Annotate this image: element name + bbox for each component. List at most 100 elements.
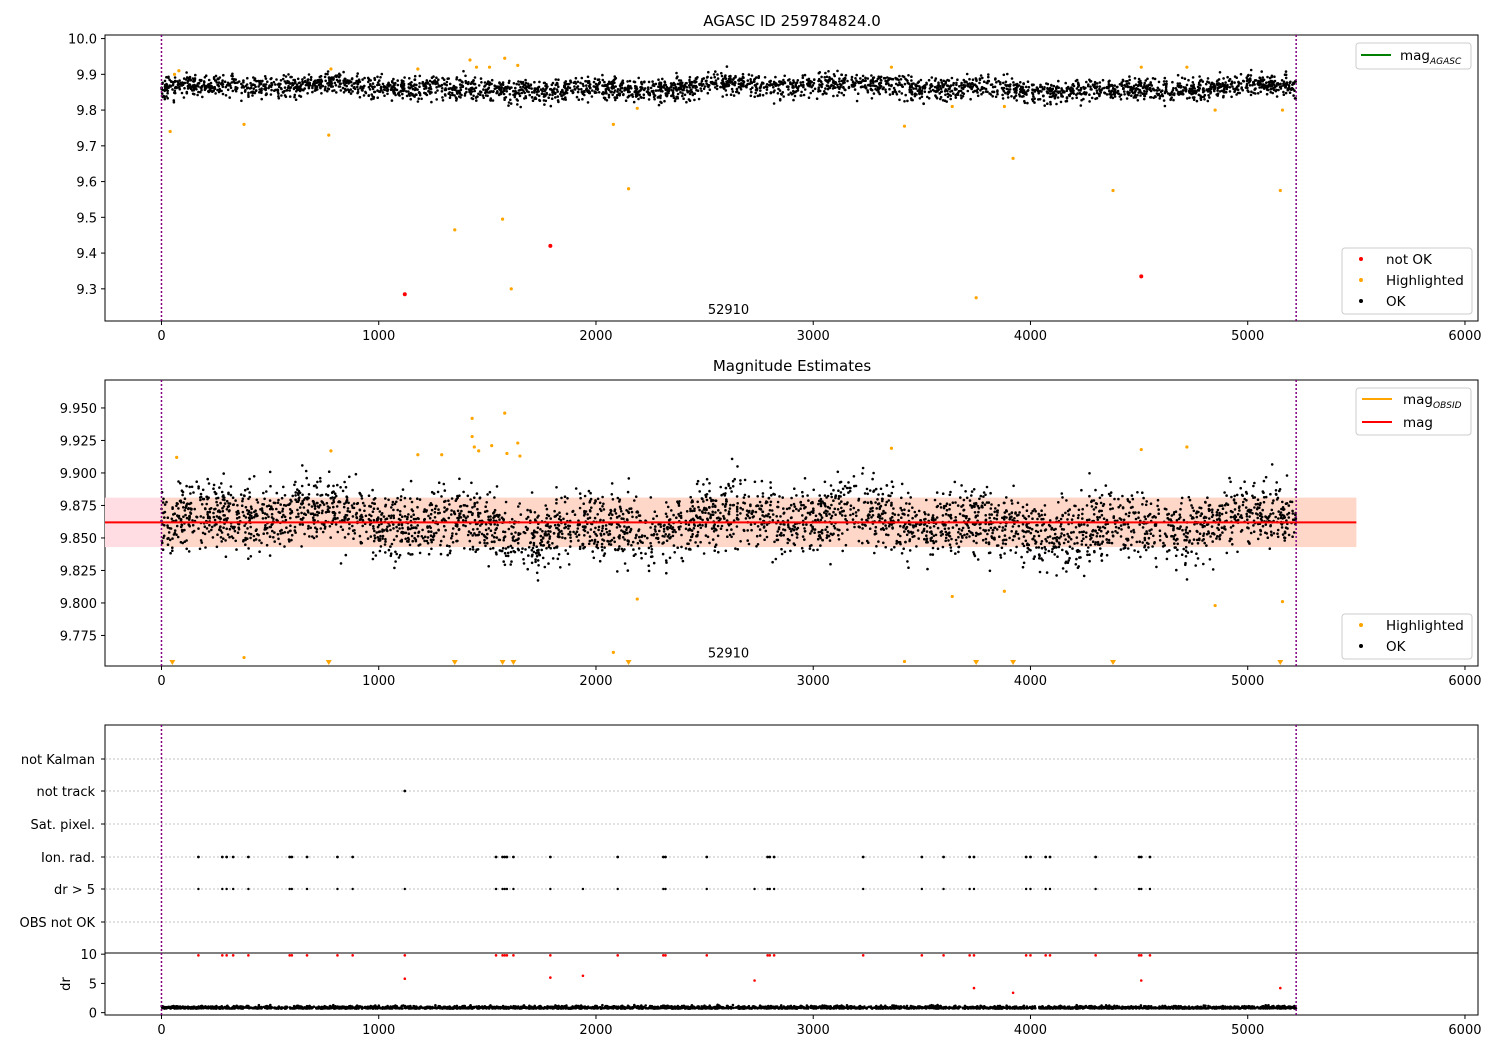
- ok-point: [413, 78, 417, 82]
- ok-point: [528, 93, 531, 97]
- ok-point: [1143, 81, 1146, 85]
- ok-point: [1221, 504, 1224, 507]
- ok-point: [900, 516, 903, 519]
- ok-point: [792, 98, 795, 102]
- ok-point: [960, 96, 963, 100]
- ok-point: [795, 536, 799, 539]
- ok-point: [931, 546, 935, 550]
- ok-point: [1211, 82, 1214, 86]
- ok-point: [599, 518, 602, 522]
- ok-point: [868, 489, 872, 492]
- ok-point: [1002, 86, 1006, 90]
- ok-point: [1067, 513, 1070, 516]
- ok-point: [1274, 489, 1278, 492]
- ok-point: [972, 488, 976, 491]
- ok-point: [861, 74, 865, 78]
- ok-point: [353, 85, 356, 89]
- ok-point: [840, 506, 843, 510]
- ok-point: [338, 511, 341, 514]
- ok-point: [327, 81, 331, 84]
- ok-point: [708, 505, 711, 509]
- ok-point: [601, 495, 604, 499]
- ok-point: [834, 513, 837, 516]
- ok-point: [715, 84, 719, 88]
- ok-point: [1131, 91, 1135, 95]
- ok-point: [573, 85, 576, 88]
- ok-point: [972, 90, 975, 94]
- ok-point: [1153, 542, 1156, 545]
- ok-point: [1276, 528, 1280, 532]
- ok-point: [866, 77, 870, 80]
- ok-point: [203, 80, 206, 84]
- ok-point: [923, 87, 927, 90]
- ok-point: [354, 81, 357, 85]
- ok-point: [212, 511, 215, 515]
- ok-point: [307, 78, 310, 81]
- ok-point: [711, 510, 714, 514]
- ok-point: [246, 86, 249, 90]
- ok-point: [504, 96, 508, 99]
- ok-point: [683, 83, 686, 87]
- ok-point: [495, 91, 498, 95]
- ok-point: [373, 85, 376, 89]
- ok-point: [1060, 527, 1064, 531]
- ok-point: [441, 76, 444, 80]
- ok-point: [944, 88, 947, 91]
- ok-point: [517, 80, 520, 83]
- ok-point: [1126, 92, 1130, 95]
- ok-point: [507, 101, 511, 104]
- ok-point: [1080, 543, 1084, 546]
- ok-point: [672, 86, 676, 90]
- ok-point: [1053, 532, 1057, 536]
- ok-point: [276, 83, 280, 86]
- ok-point: [920, 91, 923, 95]
- ok-point: [411, 92, 414, 96]
- ok-point: [223, 502, 227, 505]
- ok-point: [714, 499, 718, 503]
- highlighted-point: [1011, 156, 1015, 160]
- ok-point: [860, 80, 863, 83]
- ok-point: [1213, 89, 1216, 93]
- ok-point: [666, 505, 670, 509]
- ok-point: [1181, 89, 1185, 92]
- ok-point: [262, 532, 266, 535]
- ok-point: [920, 95, 924, 98]
- ok-point: [200, 88, 203, 92]
- ok-point: [1088, 518, 1091, 521]
- ok-point: [1015, 99, 1018, 102]
- ok-point: [586, 89, 589, 92]
- ok-point: [1176, 92, 1180, 95]
- ok-point: [1261, 83, 1265, 86]
- ok-point: [996, 89, 999, 92]
- ok-point: [935, 516, 939, 519]
- ok-point: [803, 538, 806, 541]
- ok-point: [695, 88, 698, 92]
- ok-point: [1270, 87, 1273, 90]
- ok-point: [1203, 541, 1206, 545]
- ok-point: [758, 93, 762, 96]
- ok-point: [772, 86, 775, 89]
- ok-point: [1191, 91, 1194, 95]
- ok-point: [954, 96, 958, 99]
- ok-point: [402, 84, 406, 87]
- ok-point: [812, 81, 816, 85]
- ok-point: [544, 99, 548, 103]
- ok-point: [531, 99, 535, 102]
- ok-point: [423, 539, 426, 543]
- ok-point: [1233, 81, 1236, 84]
- ok-point: [937, 81, 940, 84]
- ok-point: [1105, 93, 1109, 96]
- ok-point: [1245, 82, 1249, 86]
- ok-point: [400, 515, 404, 518]
- ok-point: [1196, 542, 1200, 545]
- ok-point: [519, 105, 522, 109]
- ok-point: [663, 81, 667, 84]
- ok-point: [501, 83, 505, 86]
- ok-point: [719, 85, 722, 89]
- ok-point: [213, 518, 217, 522]
- ok-point: [887, 524, 891, 528]
- ok-point: [165, 75, 168, 79]
- ok-point: [585, 87, 588, 90]
- ok-point: [522, 530, 526, 534]
- ok-point: [954, 501, 957, 504]
